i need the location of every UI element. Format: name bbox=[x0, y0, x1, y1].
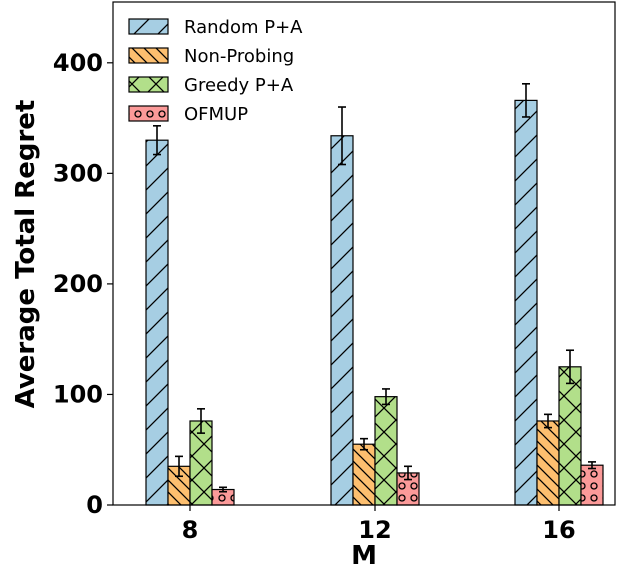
error-bar bbox=[338, 106, 346, 166]
bar-non-probing-m16 bbox=[536, 420, 560, 506]
y-tick-label: 300 bbox=[53, 159, 103, 187]
bar-non-probing-m12 bbox=[352, 443, 376, 506]
bar-greedy-p-a-m16 bbox=[558, 366, 582, 506]
bar-greedy-p-a-m12 bbox=[374, 396, 398, 506]
legend-item-non-probing: Non-Probing bbox=[128, 46, 294, 67]
legend-label: Greedy P+A bbox=[184, 75, 294, 96]
error-bar bbox=[360, 437, 368, 451]
x-tick-label: 16 bbox=[542, 516, 575, 544]
x-tick-label: 8 bbox=[182, 516, 199, 544]
error-bar bbox=[382, 388, 390, 406]
x-tick-label: 12 bbox=[358, 516, 391, 544]
legend-item-ofmup: OFMUP bbox=[128, 104, 248, 125]
x-axis-title: M bbox=[351, 541, 377, 570]
error-bar bbox=[566, 349, 574, 385]
error-bar bbox=[219, 486, 227, 493]
error-bar bbox=[588, 461, 596, 470]
error-bar bbox=[175, 455, 183, 478]
legend-item-greedy-p-a: Greedy P+A bbox=[128, 75, 294, 96]
legend-item-random-p-a: Random P+A bbox=[128, 17, 303, 38]
error-bar bbox=[544, 413, 552, 429]
legend-label: Non-Probing bbox=[184, 46, 294, 67]
bar-random-p-a-m16 bbox=[514, 99, 538, 506]
error-bar bbox=[404, 465, 412, 481]
y-axis-title: Average Total Regret bbox=[11, 100, 41, 409]
error-bar bbox=[153, 125, 161, 156]
legend: Random P+A Non-Probing Greedy P+A OFMUP bbox=[128, 17, 303, 125]
error-bar bbox=[197, 408, 205, 434]
y-tick-label: 100 bbox=[53, 380, 103, 408]
y-tick-label: 200 bbox=[53, 270, 103, 298]
bar-ofmup-m16 bbox=[580, 464, 604, 506]
y-tick-label: 400 bbox=[53, 49, 103, 77]
y-tick-label: 0 bbox=[86, 491, 103, 519]
error-bar bbox=[522, 83, 530, 118]
bar-random-p-a-m12 bbox=[330, 135, 354, 506]
bar-non-probing-m8 bbox=[167, 465, 191, 506]
legend-label: OFMUP bbox=[184, 104, 248, 125]
legend-label: Random P+A bbox=[184, 17, 303, 38]
plot-frame bbox=[112, 1, 616, 506]
bar-random-p-a-m8 bbox=[145, 139, 169, 506]
